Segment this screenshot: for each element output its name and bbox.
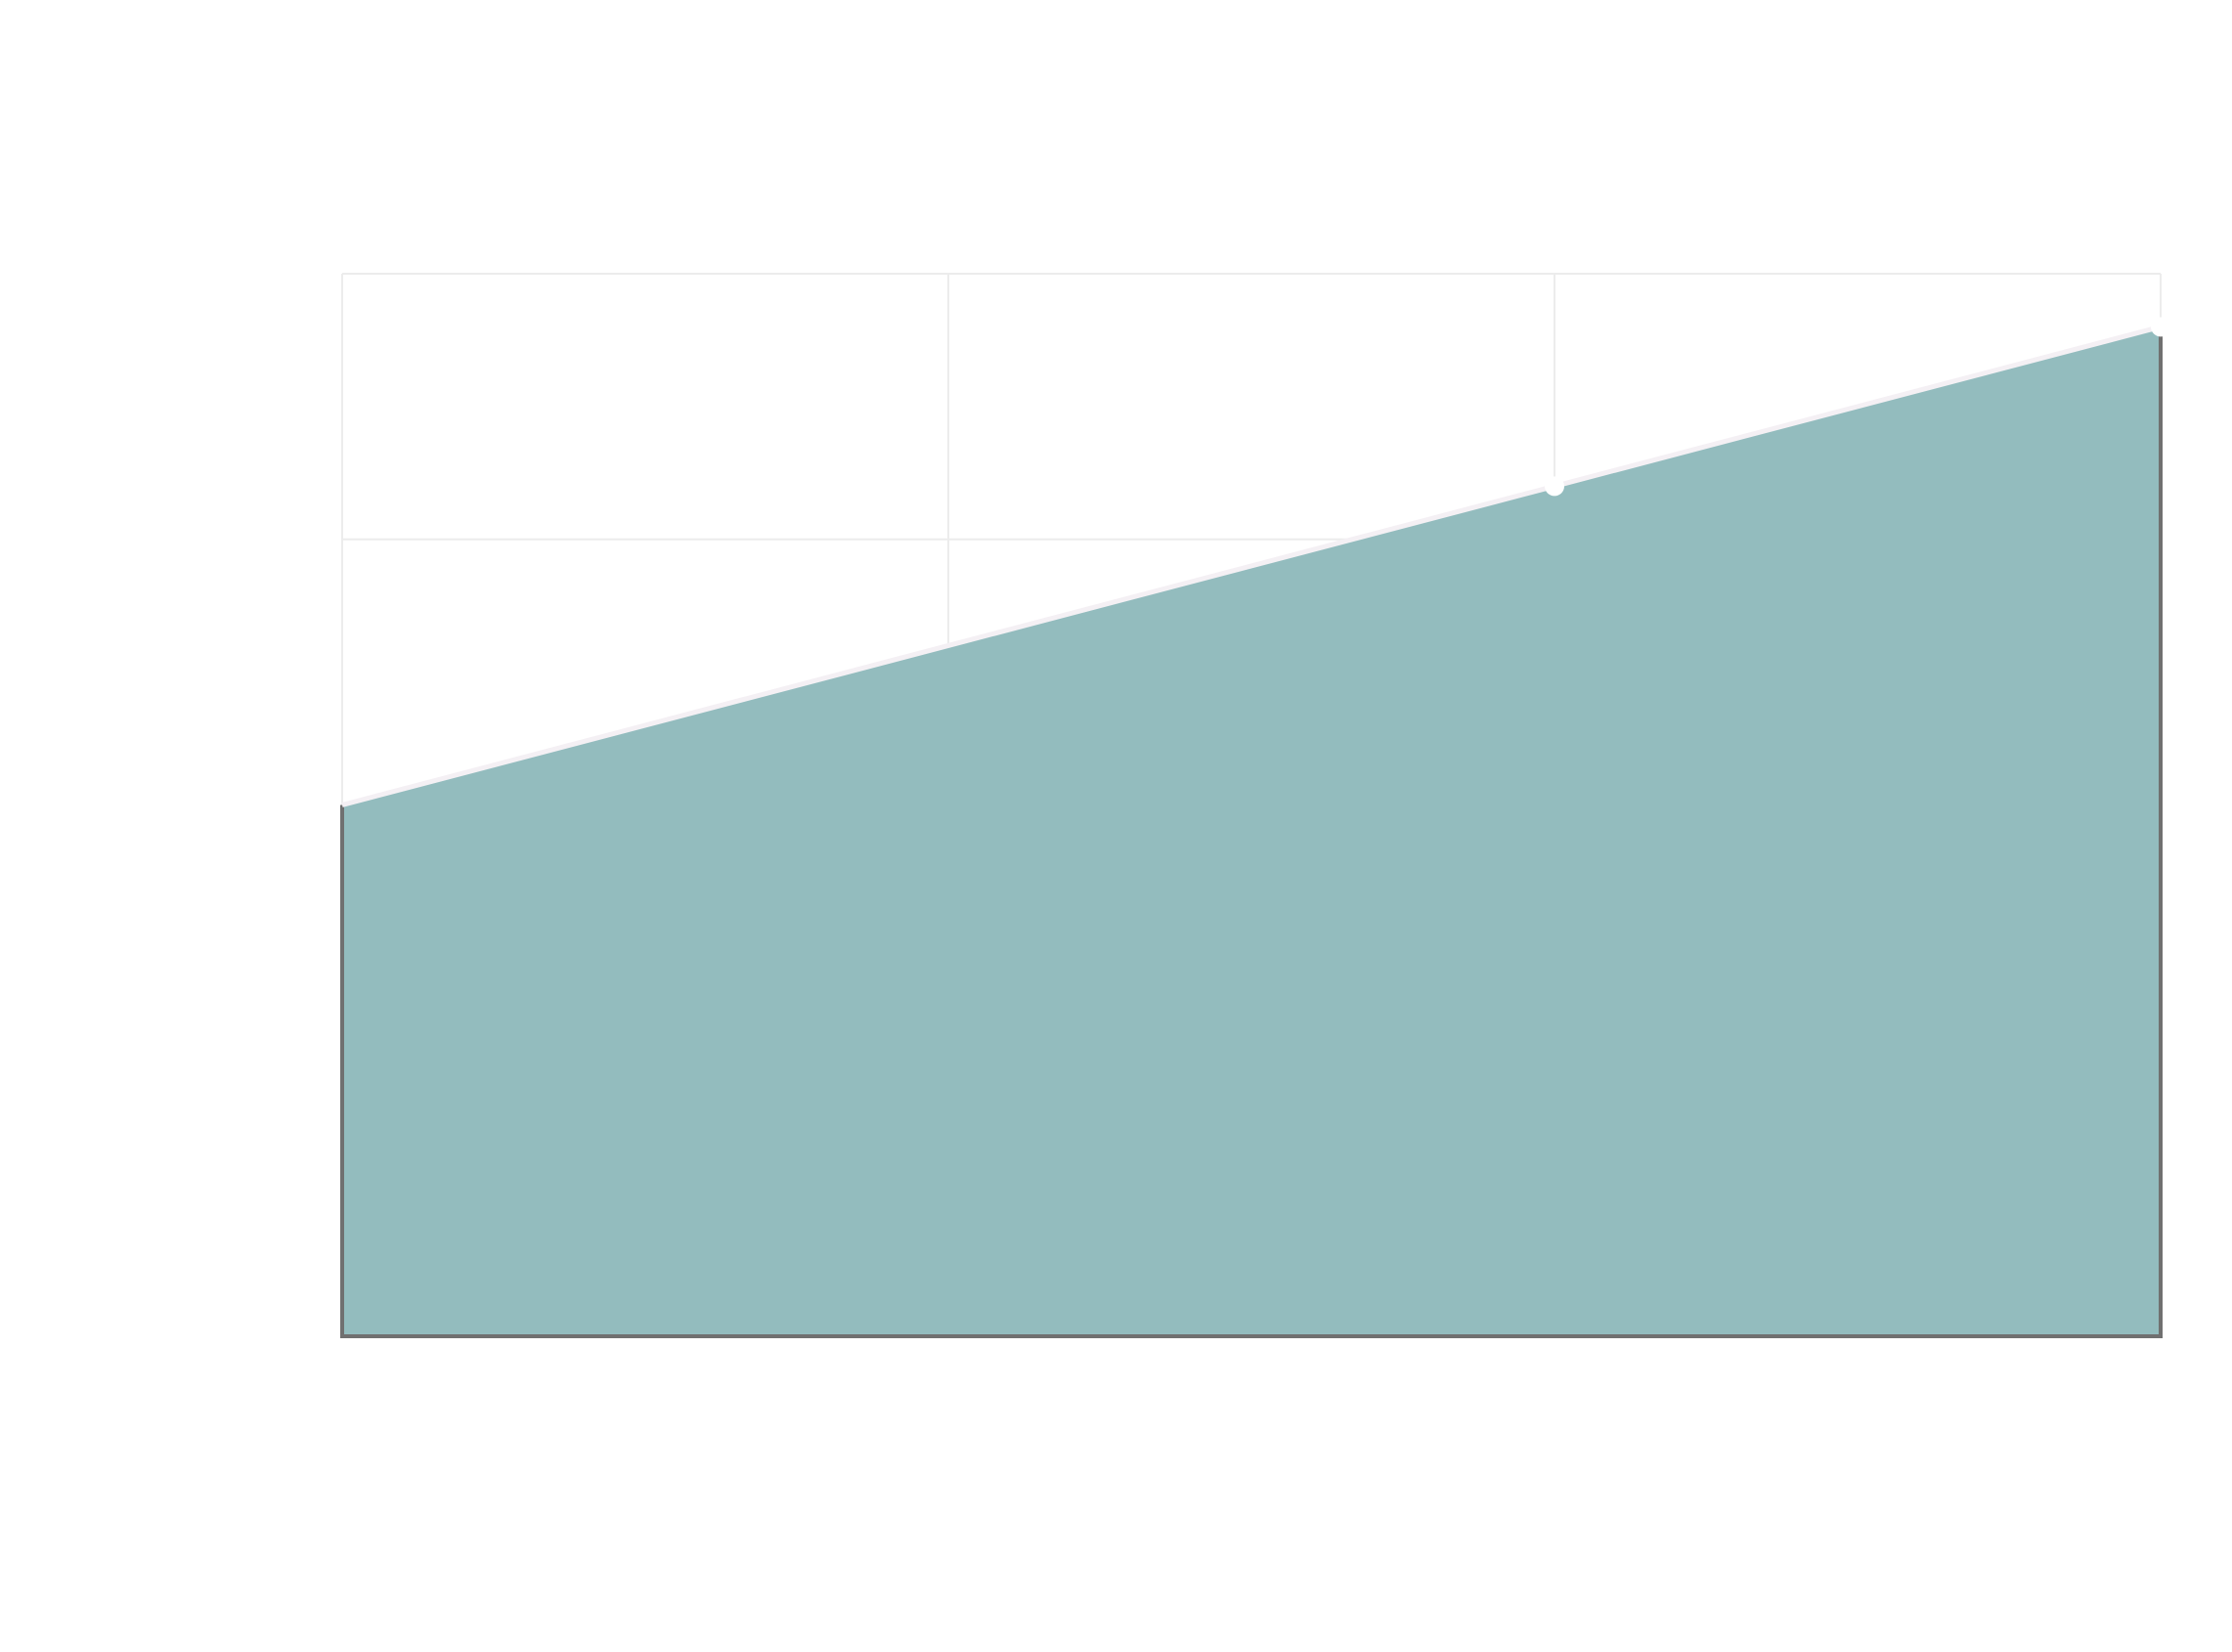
data-point	[2151, 317, 2170, 337]
area-outline	[340, 326, 2163, 1338]
chart-marks	[341, 317, 2170, 807]
plot-frame	[340, 326, 2163, 1338]
area-fill	[342, 326, 2161, 1337]
series-line	[341, 324, 2162, 807]
data-point	[1545, 476, 1564, 497]
area-series	[342, 326, 2161, 1337]
